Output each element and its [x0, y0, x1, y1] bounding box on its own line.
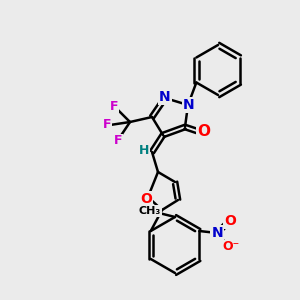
Text: O: O	[224, 214, 236, 228]
Text: F: F	[114, 134, 122, 148]
Text: F: F	[110, 100, 118, 112]
Text: N: N	[212, 226, 223, 240]
Text: O: O	[140, 192, 152, 206]
Text: H: H	[139, 145, 149, 158]
Text: N: N	[159, 90, 171, 104]
Text: O: O	[197, 124, 211, 140]
Text: N: N	[183, 98, 195, 112]
Text: CH₃: CH₃	[139, 206, 161, 216]
Text: F: F	[103, 118, 111, 131]
Text: O⁻: O⁻	[223, 241, 240, 254]
